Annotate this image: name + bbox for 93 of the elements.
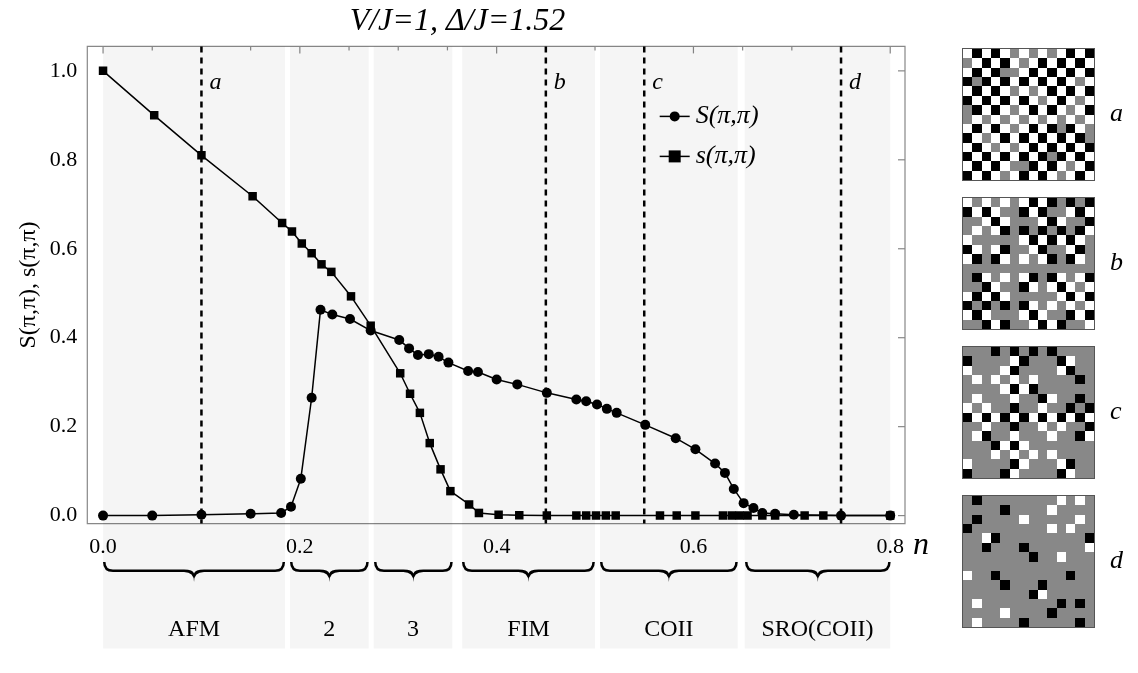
ref-line-label: b	[553, 67, 566, 94]
ref-line-label: a	[209, 67, 222, 94]
point	[297, 239, 307, 248]
point	[819, 511, 828, 520]
ref-line-label: c	[652, 67, 664, 94]
band-label: COII	[644, 614, 694, 641]
point	[581, 396, 592, 407]
point	[446, 486, 455, 496]
point	[572, 511, 581, 520]
point	[433, 351, 444, 362]
y-axis-title: S(π,π), s(π,π)	[13, 221, 40, 349]
point	[436, 465, 445, 474]
point	[512, 379, 523, 390]
point	[718, 511, 728, 520]
point	[394, 334, 405, 345]
point	[571, 394, 582, 405]
point	[611, 511, 620, 520]
point	[287, 227, 297, 236]
point	[345, 314, 356, 325]
y-tick-label: 0.6	[49, 234, 78, 260]
point	[690, 444, 701, 455]
y-tick-label: 0.4	[49, 323, 78, 349]
legend-label: s(π,π)	[695, 140, 756, 170]
point	[346, 292, 356, 301]
text: a	[1110, 98, 1123, 127]
point	[197, 151, 206, 160]
point	[317, 260, 326, 269]
point	[404, 343, 415, 354]
point	[581, 511, 591, 520]
text: c	[1110, 396, 1122, 425]
point	[611, 407, 622, 418]
point	[655, 511, 665, 520]
point	[591, 511, 601, 520]
point	[491, 374, 502, 385]
text: b	[1110, 247, 1123, 276]
point	[307, 248, 316, 258]
point	[285, 501, 296, 512]
point	[464, 500, 474, 509]
x-tick-label: 0.0	[89, 532, 117, 558]
point	[276, 507, 287, 518]
point	[592, 399, 603, 410]
point	[735, 511, 744, 520]
legend-label: S(π,π)	[695, 100, 759, 130]
point	[710, 458, 721, 469]
point	[443, 357, 454, 368]
point	[245, 508, 256, 519]
point	[601, 403, 612, 414]
point	[743, 511, 752, 520]
point	[306, 392, 317, 403]
y-tick-label: 0.0	[49, 501, 78, 527]
x-tick-label: 0.8	[876, 532, 904, 558]
point	[601, 511, 611, 520]
y-tick-label: 0.2	[49, 412, 78, 438]
point	[295, 473, 306, 484]
y-tick-label: 0.8	[49, 145, 78, 171]
point	[836, 510, 847, 521]
x-axis-title: n	[913, 525, 929, 562]
point	[405, 389, 415, 398]
point	[423, 349, 434, 360]
point	[788, 509, 799, 520]
point	[748, 503, 759, 514]
band-label: FIM	[507, 614, 550, 641]
point	[728, 483, 739, 494]
point	[691, 511, 700, 520]
point	[670, 433, 681, 444]
band-label: 3	[407, 614, 419, 641]
point	[149, 111, 159, 120]
point	[738, 498, 749, 509]
point	[147, 510, 158, 521]
band-label: AFM	[168, 614, 221, 641]
text: d	[1110, 545, 1123, 574]
point	[463, 366, 474, 377]
band-label: 2	[323, 614, 336, 641]
point	[672, 511, 681, 520]
point	[515, 510, 524, 520]
chart-title: V/J=1, Δ/J=1.52	[349, 0, 566, 37]
point	[395, 369, 405, 378]
point	[494, 510, 503, 519]
x-tick-label: 0.6	[679, 532, 708, 558]
point	[472, 366, 483, 377]
point	[98, 510, 109, 521]
point	[327, 309, 338, 320]
band-label: SRO(COII)	[761, 614, 874, 641]
point	[315, 304, 326, 315]
point	[719, 467, 730, 478]
point	[327, 267, 336, 277]
x-tick-label: 0.4	[482, 532, 511, 558]
ref-line-label: d	[849, 67, 863, 94]
x-tick-label: 0.2	[286, 532, 314, 558]
point	[248, 192, 257, 201]
y-tick-label: 1.0	[49, 56, 78, 82]
point	[412, 350, 423, 361]
point	[425, 438, 434, 448]
